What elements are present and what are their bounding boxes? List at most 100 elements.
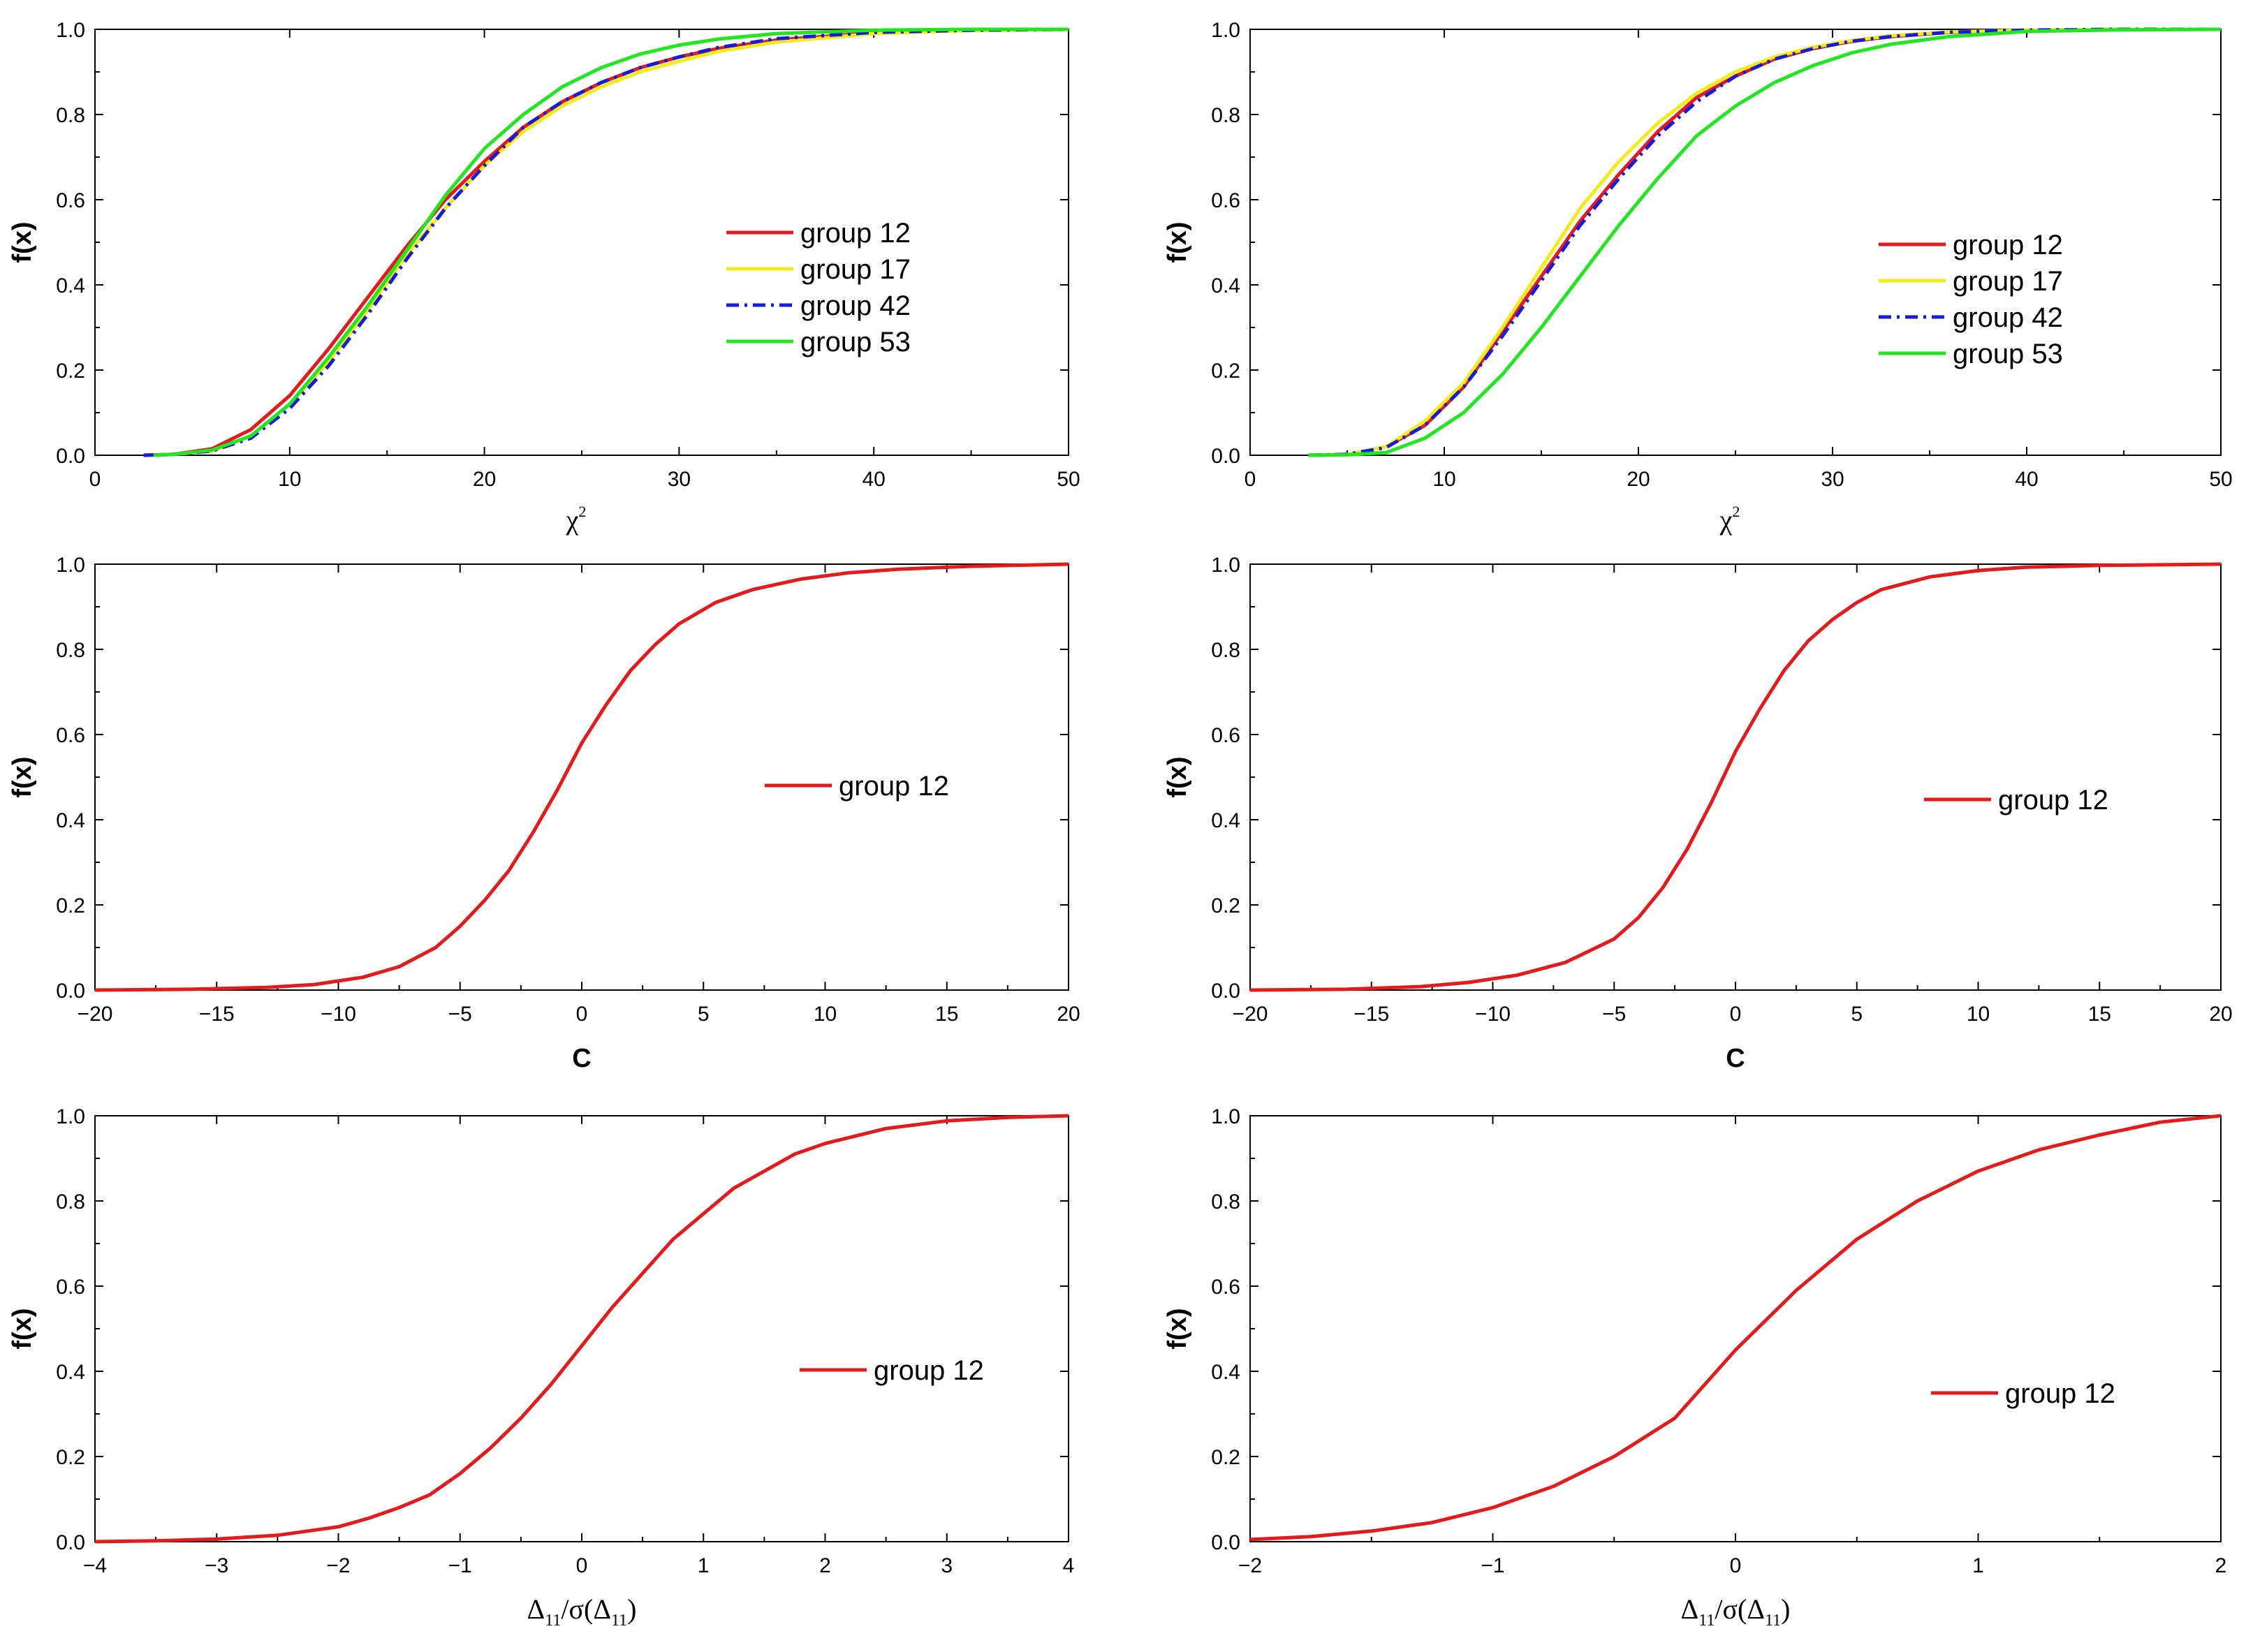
legend-label: group 42 — [800, 290, 911, 321]
series-line-group-17 — [153, 27, 1069, 457]
x-axis-label-part: /σ(Δ — [561, 1593, 611, 1625]
x-tick-label: 15 — [2088, 1003, 2111, 1026]
x-tick-label: −2 — [326, 1554, 350, 1577]
plot-frame — [1249, 563, 2222, 991]
x-tick-label: −20 — [1233, 1003, 1268, 1026]
legend-label: group 17 — [800, 254, 911, 285]
y-tick-label: 0.6 — [1211, 1276, 1240, 1299]
y-tick-label: 0.2 — [1211, 360, 1240, 383]
x-axis-label-part: 11 — [545, 1612, 561, 1630]
x-tick-label: 50 — [1057, 468, 1080, 491]
y-tick-label: 0.8 — [1211, 639, 1240, 662]
x-tick-label: 20 — [473, 468, 496, 491]
x-axis-label: χ2 — [566, 503, 587, 536]
x-tick-label: 10 — [278, 468, 301, 491]
y-tick-label: 0.6 — [1211, 724, 1240, 747]
chart-panel-top-left: 0 10 20 30 40 50 0.0 0.2 0.4 0.6 0.8 1.0 f(x) χ2 group… — [8, 19, 1080, 536]
x-axis-label-part: /σ(Δ — [1715, 1593, 1765, 1625]
x-tick-label: −2 — [1238, 1554, 1262, 1577]
series-line-group-42 — [143, 27, 1069, 457]
y-tick-label: 0.2 — [1211, 1446, 1240, 1469]
x-tick-label: −15 — [1353, 1003, 1389, 1026]
x-tick-label: 0 — [89, 468, 101, 491]
y-tick-label: 0.0 — [1211, 445, 1240, 468]
y-tick-label: 0.4 — [56, 274, 85, 297]
y-tick-label: 0.2 — [56, 360, 85, 383]
y-tick-label: 0.6 — [1211, 189, 1240, 212]
legend-label: group 53 — [1953, 339, 2063, 369]
y-tick-label: 0.4 — [56, 809, 85, 832]
x-tick-label: 40 — [863, 468, 886, 491]
y-tick-label: 0.4 — [1211, 274, 1240, 297]
chart-panel-middle-right: −20 −15 −10 −5 0 5 10 15 20 0.0 0.2 0.4 0.6 0.8 1.0 f(x… — [1163, 554, 2233, 1073]
x-axis-label: C — [572, 1044, 591, 1073]
x-tick-label: 30 — [668, 468, 691, 491]
legend-label: group 42 — [1953, 302, 2063, 333]
y-tick-label: 0.0 — [1211, 1531, 1240, 1554]
y-axis-label: f(x) — [1163, 221, 1192, 263]
y-tick-label: 0.4 — [1211, 809, 1240, 832]
x-tick-label: −5 — [448, 1003, 472, 1026]
legend-label: group 12 — [1953, 230, 2063, 260]
x-tick-label: 10 — [814, 1003, 837, 1026]
x-tick-label: 3 — [941, 1554, 953, 1577]
x-axis-label-base: χ — [566, 504, 579, 536]
x-tick-label: −3 — [205, 1554, 228, 1577]
x-tick-label: 4 — [1063, 1554, 1075, 1577]
series-line-group-12 — [1308, 27, 2221, 457]
y-tick-label: 0.8 — [1211, 104, 1240, 127]
y-tick-label: 0.6 — [56, 189, 85, 212]
chart-panel-bottom-right: −2−10120.00.20.40.60.81.0f(x)Δ11/σ(Δ11)Δ… — [1163, 1105, 2227, 1630]
y-tick-label: 1.0 — [1211, 554, 1240, 577]
y-tick-label: 0.8 — [1211, 1190, 1240, 1214]
x-axis-label-part: Δ — [527, 1593, 545, 1625]
legend-label: group 12 — [839, 771, 949, 802]
x-tick-label: 10 — [1432, 468, 1455, 491]
x-axis-label: Δ11/σ(Δ11) — [527, 1593, 637, 1630]
plot-frame — [1249, 1115, 2222, 1542]
chart-panel-bottom-left: −4 −3 −2 −1 0 1 2 3 40.00.20.40.60.81.0f(x)Δ11/σ… — [8, 1105, 1075, 1630]
y-tick-label: 0.0 — [56, 980, 85, 1003]
y-tick-label: 0.8 — [56, 1190, 85, 1214]
x-tick-label: −1 — [1481, 1554, 1504, 1577]
y-axis-label: f(x) — [8, 221, 37, 263]
y-tick-label: 0.2 — [56, 894, 85, 917]
y-axis-label: f(x) — [8, 1308, 37, 1349]
x-tick-label: 2 — [819, 1554, 831, 1577]
series-line-group-53 — [1308, 27, 2221, 457]
series-line-group-12 — [95, 562, 1069, 992]
x-tick-label: 20 — [1057, 1003, 1080, 1026]
x-tick-label: 1 — [698, 1554, 710, 1577]
x-tick-label: 30 — [1821, 468, 1844, 491]
x-tick-label: −1 — [448, 1554, 472, 1577]
y-tick-label: 1.0 — [56, 554, 85, 577]
y-tick-label: 0.8 — [56, 639, 85, 662]
legend-label: group 12 — [2005, 1378, 2115, 1409]
y-tick-label: 1.0 — [56, 19, 85, 42]
x-tick-label: 20 — [1627, 468, 1650, 491]
x-tick-label: 20 — [2209, 1003, 2232, 1026]
x-tick-label: 2 — [2215, 1554, 2227, 1577]
series-line-group-53 — [153, 27, 1069, 457]
y-tick-label: 0.4 — [56, 1361, 85, 1384]
y-tick-label: 1.0 — [56, 1105, 85, 1128]
series-line-group-12 — [1250, 562, 2221, 992]
y-tick-label: 0.0 — [56, 1531, 85, 1554]
x-tick-label: 50 — [2209, 468, 2232, 491]
y-axis-label: f(x) — [1163, 756, 1192, 797]
y-tick-label: 0.0 — [1211, 980, 1240, 1003]
x-tick-label: 5 — [1851, 1003, 1863, 1026]
x-tick-label: 10 — [1967, 1003, 1990, 1026]
x-axis-label-part: 11 — [1698, 1612, 1715, 1630]
chart-panel-middle-left: −20 −15 −10 −5 0 5 10 15 20 0.0 0.2 0.4 0.6 0.8 1.0 f(x… — [8, 554, 1080, 1073]
legend-label: group 17 — [1953, 266, 2063, 297]
y-tick-label: 0.6 — [56, 724, 85, 747]
x-axis-label-part: Δ — [1681, 1593, 1699, 1625]
x-axis-label-part: 11 — [611, 1612, 627, 1630]
y-tick-label: 0.8 — [56, 104, 85, 127]
x-tick-label: 0 — [1730, 1003, 1742, 1026]
series-line-group-12 — [143, 27, 1069, 457]
y-tick-label: 0.2 — [56, 1446, 85, 1469]
